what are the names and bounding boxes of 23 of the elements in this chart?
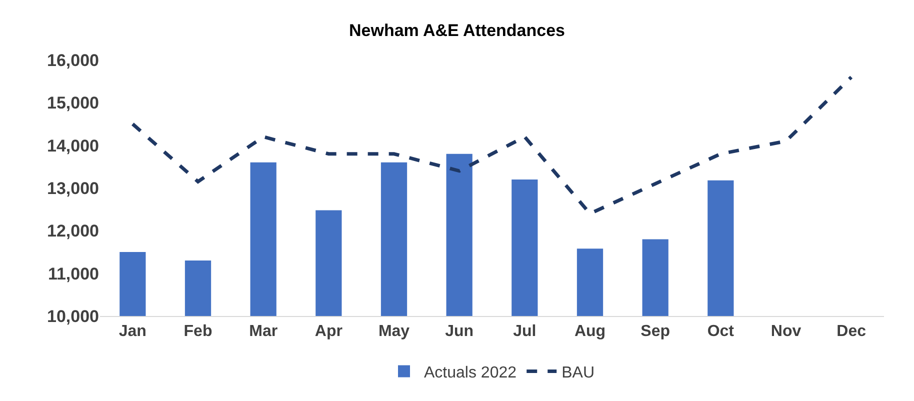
x-tick-label: Oct [707,323,735,340]
x-tick-label: Sep [640,323,670,340]
x-tick-label: May [378,323,410,340]
x-tick-label: Jan [118,323,146,340]
y-tick-label: 15,000 [47,94,99,113]
x-tick-label: Dec [836,323,866,340]
x-tick-label: Jul [513,323,536,340]
x-tick-label: Jun [445,323,474,340]
y-tick-label: 11,000 [48,264,99,284]
x-tick-label: Mar [249,323,278,340]
y-tick-label: 12,000 [47,222,99,241]
chart-title: Newham A&E Attendances [348,20,566,40]
line-series [130,75,854,216]
legend-label: Actuals 2022 [424,364,517,382]
y-tick-label: 16,000 [47,50,99,70]
y-tick-label: 10,000 [47,306,99,326]
y-tick-label: 13,000 [47,178,99,198]
legend-label: BAU [562,364,595,382]
x-tick-label: Feb [184,323,212,340]
x-tick-label: Nov [770,323,802,340]
x-tick-label: Apr [314,323,342,340]
y-tick-label: 14,000 [47,136,99,156]
x-tick-label: Aug [574,323,606,340]
